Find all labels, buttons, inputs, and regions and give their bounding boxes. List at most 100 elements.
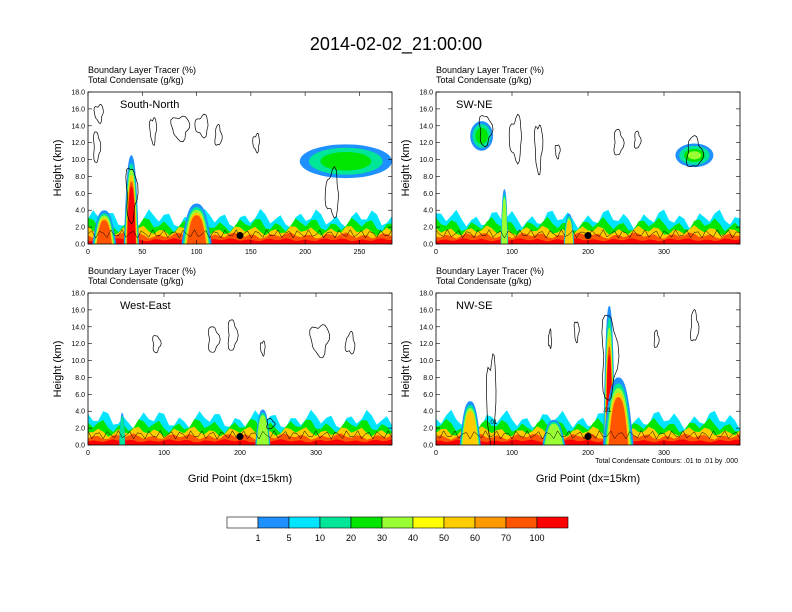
y-tick-label: 18.0 <box>419 90 433 97</box>
y-tick-label: 12.0 <box>419 140 433 147</box>
contour-label: .01 <box>603 408 612 414</box>
colorbar-label: 100 <box>529 533 544 543</box>
condensate-contour <box>214 123 223 146</box>
panel-title: West-East <box>120 300 171 312</box>
y-tick-label: 14.0 <box>419 324 433 331</box>
y-axis-label: Height (km) <box>400 341 412 398</box>
x-tick-label: 250 <box>354 249 366 256</box>
colorbar-swatch <box>412 516 445 529</box>
condensate-contour <box>554 144 561 160</box>
colorbar-label: 40 <box>408 533 418 543</box>
x-tick-label: 300 <box>310 450 322 457</box>
panel-subtitle-condensate: Total Condensate (g/kg) <box>436 75 532 85</box>
y-tick-label: 18.0 <box>71 291 85 298</box>
tracer-field <box>88 319 392 445</box>
condensate-contour <box>486 353 497 445</box>
condensate-contour <box>633 130 642 149</box>
contour-label: .01 <box>489 420 498 426</box>
contour-note: Total Condensate Contours: .01 to .01 by… <box>595 458 738 465</box>
condensate-contour <box>194 113 209 139</box>
y-tick-label: 14.0 <box>419 123 433 130</box>
location-marker <box>236 433 244 441</box>
x-tick-label: 200 <box>582 450 594 457</box>
y-tick-label: 6.0 <box>423 392 433 399</box>
condensate-contour <box>252 132 260 154</box>
panel-subtitle-tracer: Boundary Layer Tracer (%) <box>88 65 196 75</box>
y-tick-label: 18.0 <box>71 90 85 97</box>
panel-subtitle-tracer: Boundary Layer Tracer (%) <box>436 65 544 75</box>
y-tick-label: 4.0 <box>75 409 85 416</box>
y-tick-label: 6.0 <box>75 392 85 399</box>
y-tick-label: 0.0 <box>75 242 85 249</box>
panel-subtitle-condensate: Total Condensate (g/kg) <box>88 75 184 85</box>
y-tick-label: 8.0 <box>423 174 433 181</box>
condensate-contour <box>227 319 239 351</box>
plot-frame <box>87 91 393 245</box>
colorbar-swatch <box>288 516 321 529</box>
y-tick-label: 16.0 <box>71 106 85 113</box>
panel-subtitle-condensate: Total Condensate (g/kg) <box>436 276 532 286</box>
colorbar-label: 20 <box>346 533 356 543</box>
condensate-contour <box>653 329 660 348</box>
x-tick-label: 100 <box>158 450 170 457</box>
panel-title: NW-SE <box>456 300 492 312</box>
location-marker <box>584 232 592 240</box>
y-tick-label: 14.0 <box>71 324 85 331</box>
tracer-field <box>436 113 740 244</box>
tracer-anvil <box>687 151 702 160</box>
y-tick-label: 16.0 <box>419 307 433 314</box>
colorbar-swatch <box>226 516 259 529</box>
y-tick-label: 8.0 <box>423 375 433 382</box>
figure-title: 2014-02-02_21:00:00 <box>310 34 482 55</box>
condensate-contour <box>547 328 552 349</box>
condensate-contour <box>93 131 102 163</box>
condensate-contour <box>125 167 139 225</box>
colorbar-swatch <box>536 516 569 529</box>
condensate-contour <box>259 340 266 357</box>
x-axis-label: Grid Point (dx=15km) <box>536 473 640 485</box>
y-tick-label: 2.0 <box>75 225 85 232</box>
panel-subtitle-condensate: Total Condensate (g/kg) <box>88 276 184 286</box>
y-axis-label: Height (km) <box>400 140 412 197</box>
x-tick-label: 0 <box>86 450 90 457</box>
condensate-contour <box>478 115 494 148</box>
y-tick-label: 6.0 <box>75 191 85 198</box>
location-marker <box>236 232 244 240</box>
condensate-contour <box>93 104 104 124</box>
condensate-contour <box>601 314 620 401</box>
y-tick-label: 12.0 <box>419 341 433 348</box>
tracer-plume <box>565 220 573 244</box>
tracer-band <box>88 238 392 244</box>
colorbar-label: 1 <box>255 533 260 543</box>
condensate-contour <box>309 324 330 359</box>
panel-3: .01 .01 0.0 2.0 4.0 6.0 8.0 10.0 12.0 14.0 16.0 18.… <box>400 266 741 485</box>
x-tick-label: 0 <box>434 450 438 457</box>
y-tick-label: 10.0 <box>419 358 433 365</box>
colorbar-swatch <box>257 516 290 529</box>
tracer-anvil <box>320 151 372 171</box>
colorbar-swatch <box>443 516 476 529</box>
x-axis-label: Grid Point (dx=15km) <box>188 473 292 485</box>
colorbar-label: 5 <box>286 533 291 543</box>
y-tick-label: 12.0 <box>71 341 85 348</box>
x-tick-label: 0 <box>86 249 90 256</box>
colorbar-swatch <box>350 516 383 529</box>
condensate-contour <box>534 124 544 176</box>
condensate-contour <box>152 335 162 354</box>
x-tick-label: 300 <box>658 249 670 256</box>
condensate-contour <box>508 113 522 165</box>
y-tick-label: 16.0 <box>71 307 85 314</box>
x-tick-label: 0 <box>434 249 438 256</box>
y-tick-label: 4.0 <box>423 208 433 215</box>
panel-title: South-North <box>120 99 179 111</box>
colorbar-swatch <box>505 516 538 529</box>
x-tick-label: 150 <box>245 249 257 256</box>
x-tick-label: 100 <box>506 249 518 256</box>
condensate-contour <box>613 128 625 156</box>
panel-subtitle-tracer: Boundary Layer Tracer (%) <box>88 266 196 276</box>
x-tick-label: 100 <box>506 450 518 457</box>
x-tick-label: 300 <box>658 450 670 457</box>
y-tick-label: 14.0 <box>71 123 85 130</box>
panel-title: SW-NE <box>456 99 492 111</box>
